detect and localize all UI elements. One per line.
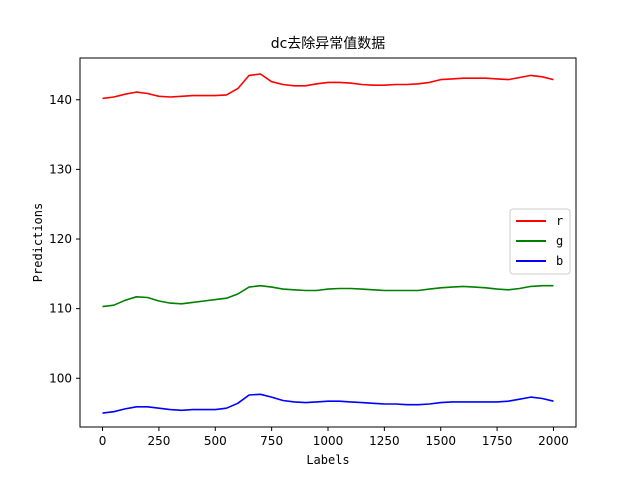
x-tick-label: 500	[204, 434, 227, 448]
x-tick-label: 1750	[482, 434, 513, 448]
x-tick-label: 250	[147, 434, 170, 448]
y-axis: 100 110 120 130 140	[49, 93, 80, 385]
x-axis-label: Labels	[306, 453, 349, 467]
legend: r g b	[509, 208, 571, 275]
series-line-r	[102, 73, 554, 100]
x-tick-label: 750	[260, 434, 283, 448]
x-tick-label: 1000	[313, 434, 344, 448]
x-tick-label: 1500	[425, 434, 456, 448]
x-tick-label: 0	[99, 434, 107, 448]
y-tick-label: 100	[49, 371, 72, 385]
x-tick-label: 2000	[538, 434, 569, 448]
y-tick-label: 140	[49, 93, 72, 107]
series-line-g	[102, 284, 554, 308]
legend-label-g: g	[556, 234, 563, 248]
legend-label-b: b	[556, 254, 563, 268]
y-tick-label: 110	[49, 302, 72, 316]
chart-title: dc去除异常值数据	[271, 36, 386, 52]
legend-label-r: r	[556, 214, 563, 228]
x-axis: 0 250 500 750 1000 1250 1500 1750 2000	[99, 427, 569, 448]
series-layer	[102, 73, 554, 414]
y-axis-label: Predictions	[31, 203, 45, 282]
series-line-b	[102, 393, 554, 414]
y-tick-label: 130	[49, 162, 72, 176]
x-tick-label: 1250	[369, 434, 400, 448]
y-tick-label: 120	[49, 232, 72, 246]
